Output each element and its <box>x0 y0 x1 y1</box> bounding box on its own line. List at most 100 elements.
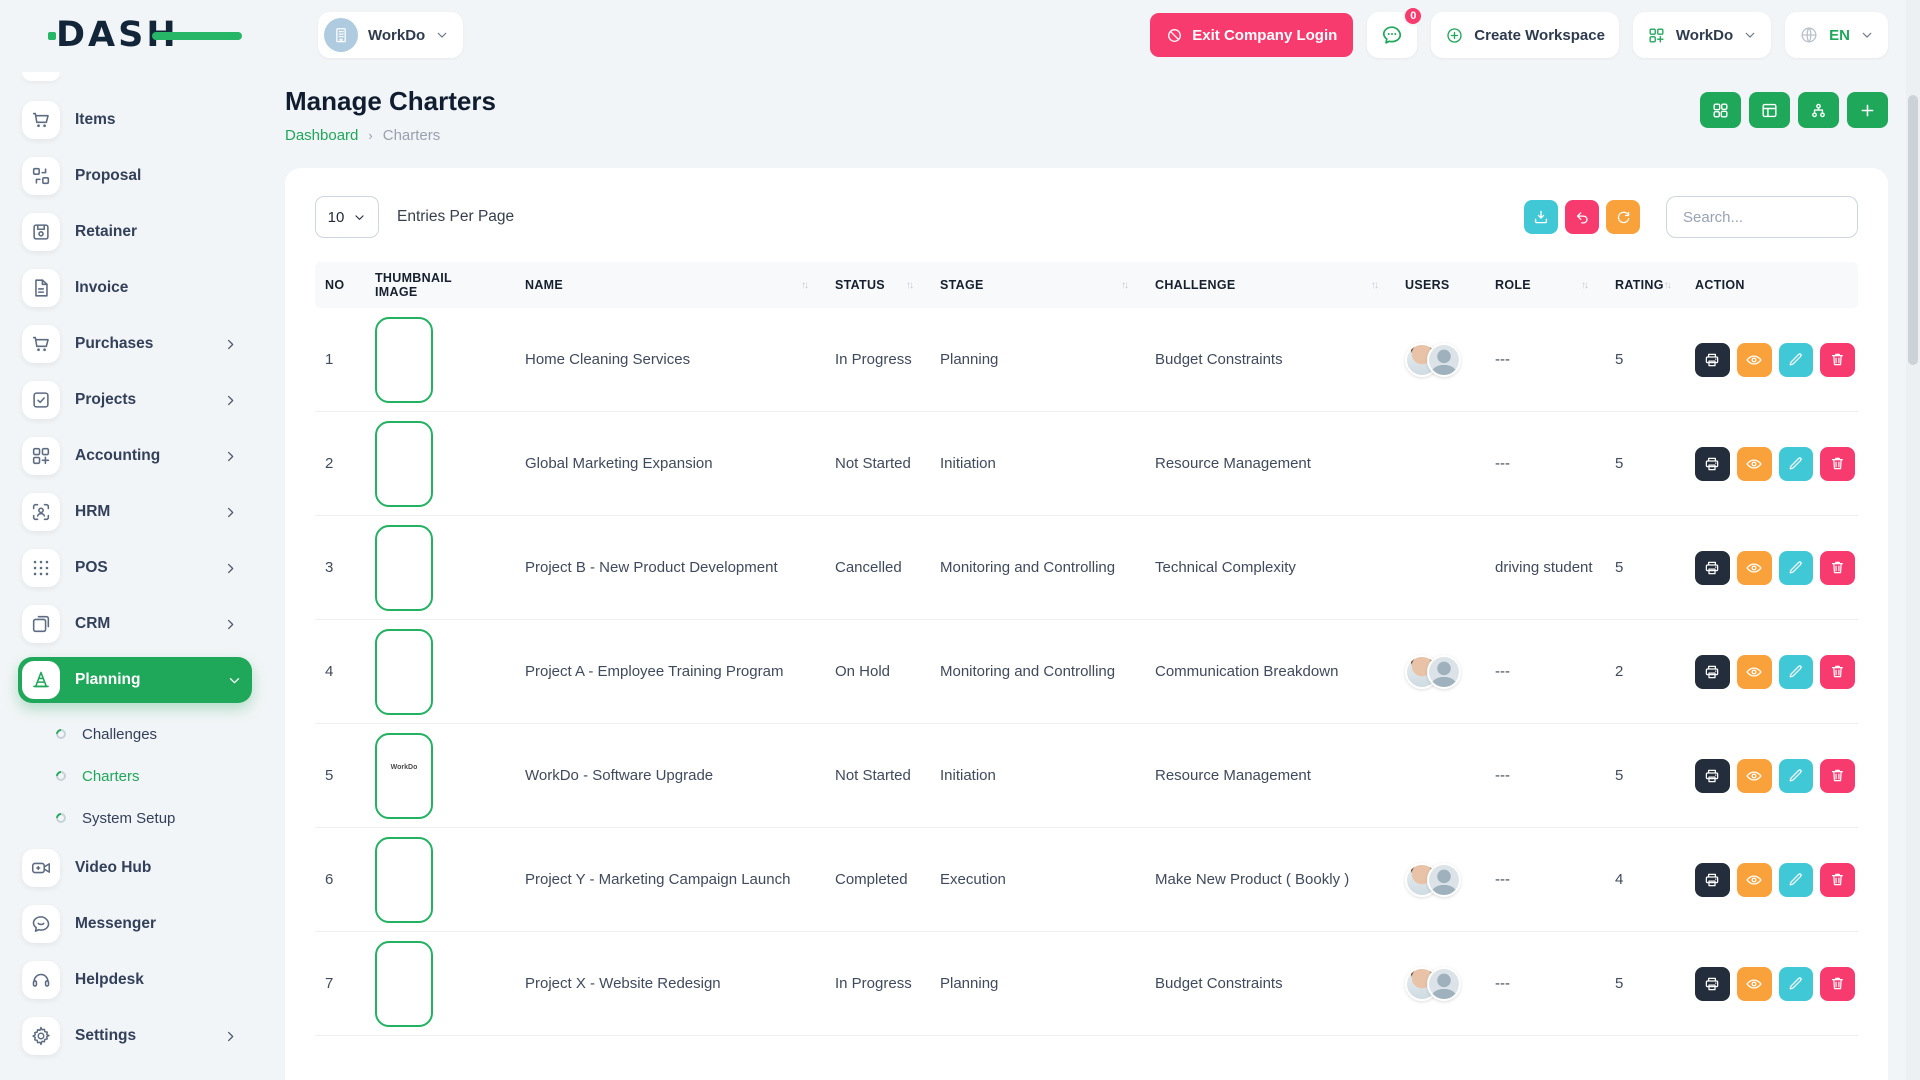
charter-status: Not Started <box>835 455 911 472</box>
delete-button[interactable] <box>1820 758 1855 793</box>
sidebar-subitem-system-setup[interactable]: System Setup <box>53 797 265 839</box>
edit-button[interactable] <box>1778 862 1814 897</box>
sidebar-item-invoice[interactable]: Invoice <box>22 265 248 311</box>
cart-icon <box>22 325 60 363</box>
add-charter-button[interactable] <box>1847 92 1888 128</box>
edit-button[interactable] <box>1778 446 1814 481</box>
charter-rating: 5 <box>1615 351 1624 368</box>
search-input[interactable] <box>1666 196 1858 238</box>
print-button[interactable] <box>1695 654 1730 689</box>
print-button[interactable] <box>1695 446 1730 481</box>
print-button[interactable] <box>1695 342 1730 377</box>
view-button[interactable] <box>1736 758 1772 793</box>
create-workspace-button[interactable]: Create Workspace <box>1431 12 1619 58</box>
delete-button[interactable] <box>1820 550 1855 585</box>
exit-company-login-button[interactable]: Exit Company Login <box>1150 13 1354 57</box>
cone-icon <box>22 661 60 699</box>
workspace-switcher[interactable]: WorkDo <box>1632 12 1772 58</box>
app-logo[interactable]: DASH <box>48 15 242 55</box>
refresh-button[interactable] <box>1606 200 1640 234</box>
delete-button[interactable] <box>1820 342 1855 377</box>
delete-button[interactable] <box>1820 862 1855 897</box>
hierarchy-view-button[interactable] <box>1798 92 1839 128</box>
sidebar-item-accounting[interactable]: Accounting <box>22 433 248 479</box>
sidebar-item-messenger[interactable]: Messenger <box>22 901 248 947</box>
charter-stage: Monitoring and Controlling <box>940 663 1116 680</box>
view-button[interactable] <box>1736 446 1772 481</box>
sort-icon[interactable]: ↑↓ <box>1371 279 1379 291</box>
message-icon <box>22 905 60 943</box>
download-icon <box>1532 208 1550 226</box>
chevron-down-icon <box>353 211 366 224</box>
sidebar-subitem-charters[interactable]: Charters <box>53 755 265 797</box>
export-download-button[interactable] <box>1524 200 1558 234</box>
delete-button[interactable] <box>1820 966 1855 1001</box>
edit-button[interactable] <box>1778 342 1814 377</box>
plus-icon <box>1858 101 1877 120</box>
view-button[interactable] <box>1736 654 1772 689</box>
col-header-status: STATUS ↑↓ <box>835 278 914 292</box>
view-button[interactable] <box>1736 862 1772 897</box>
breadcrumb-dashboard-link[interactable]: Dashboard <box>285 127 359 144</box>
view-button[interactable] <box>1736 342 1772 377</box>
sidebar-item-planning[interactable]: Planning <box>18 657 252 703</box>
sort-icon[interactable]: ↑↓ <box>1121 279 1129 291</box>
delete-button[interactable] <box>1820 654 1855 689</box>
print-button[interactable] <box>1695 758 1730 793</box>
col-header-action: ACTION <box>1695 278 1745 292</box>
sidebar-item-video-hub[interactable]: Video Hub <box>22 845 248 891</box>
sidebar-item-projects[interactable]: Projects <box>22 377 248 423</box>
sidebar-item-hrm[interactable]: HRM <box>22 489 248 535</box>
table-view-button[interactable] <box>1749 92 1790 128</box>
sidebar-item-pos[interactable]: POS <box>22 545 248 591</box>
print-button[interactable] <box>1695 550 1730 585</box>
chat-bubble-icon <box>1380 23 1404 47</box>
sidebar-subitem-challenges[interactable]: Challenges <box>53 713 265 755</box>
charter-status: On Hold <box>835 663 891 680</box>
reset-filters-button[interactable] <box>1565 200 1599 234</box>
language-selector[interactable]: EN <box>1785 12 1888 58</box>
sidebar-item-settings[interactable]: Settings <box>22 1013 248 1059</box>
page-scrollbar-track[interactable] <box>1906 0 1920 1080</box>
dots-grid-icon <box>22 549 60 587</box>
edit-button[interactable] <box>1778 758 1814 793</box>
avatar-placeholder <box>1427 654 1461 689</box>
sort-icon[interactable]: ↑↓ <box>1581 279 1589 291</box>
sidebar-item-purchases[interactable]: Purchases <box>22 321 248 367</box>
chevron-right-icon: › <box>368 128 373 143</box>
delete-button[interactable] <box>1820 446 1855 481</box>
company-switcher[interactable]: WorkDo <box>318 12 464 58</box>
charter-rating: 5 <box>1615 455 1624 472</box>
grid-view-button[interactable] <box>1700 92 1741 128</box>
trash-icon <box>1829 351 1846 368</box>
entries-per-page-select[interactable]: 10 <box>315 196 379 238</box>
sort-icon[interactable]: ↑↓ <box>801 279 809 291</box>
sort-icon[interactable]: ↑↓ <box>1663 279 1672 291</box>
charter-rating: 5 <box>1615 767 1624 784</box>
view-button[interactable] <box>1736 550 1772 585</box>
sidebar-item-helpdesk[interactable]: Helpdesk <box>22 957 248 1003</box>
messages-count-badge: 0 <box>1403 6 1424 26</box>
user-scan-icon <box>22 493 60 531</box>
table-row: 1 Home Cleaning Services In Progress Pla… <box>315 308 1858 412</box>
sidebar-item-crm[interactable]: CRM <box>22 601 248 647</box>
sidebar-item-proposal[interactable]: Proposal <box>22 153 248 199</box>
charter-role: driving student <box>1495 559 1593 576</box>
charter-challenge: Communication Breakdown <box>1155 663 1339 680</box>
eye-icon <box>1745 559 1763 577</box>
page-scrollbar-thumb[interactable] <box>1908 95 1918 365</box>
main-content: Manage Charters Dashboard › Charters 10 … <box>285 70 1888 1080</box>
check-square-icon <box>22 381 60 419</box>
messages-button[interactable]: 0 <box>1367 6 1424 58</box>
edit-button[interactable] <box>1778 654 1814 689</box>
print-button[interactable] <box>1695 862 1730 897</box>
sort-icon[interactable]: ↑↓ <box>906 279 914 291</box>
sidebar-item-retainer[interactable]: Retainer <box>22 209 248 255</box>
edit-button[interactable] <box>1778 550 1814 585</box>
print-button[interactable] <box>1695 966 1730 1001</box>
sidebar-item-items[interactable]: Items <box>22 97 248 143</box>
view-button[interactable] <box>1736 966 1772 1001</box>
charter-name: Project X - Website Redesign <box>525 975 721 992</box>
edit-button[interactable] <box>1778 966 1814 1001</box>
charter-thumbnail <box>375 836 433 923</box>
